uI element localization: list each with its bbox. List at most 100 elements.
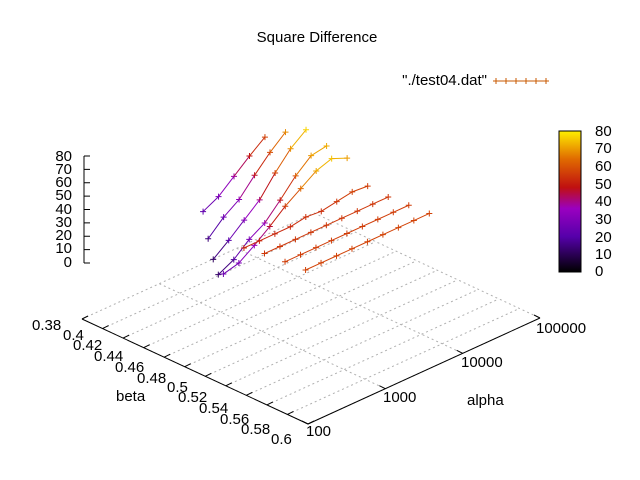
series-line xyxy=(215,142,330,278)
grid-line xyxy=(236,247,463,354)
series-segment xyxy=(346,225,363,234)
alpha-axis-line xyxy=(307,317,541,425)
series-segment xyxy=(367,234,384,243)
data-point xyxy=(261,250,268,257)
series-segment xyxy=(372,196,389,205)
beta-tick-label: 0.5 xyxy=(167,379,188,396)
series-segment xyxy=(320,255,337,264)
grid-line xyxy=(184,260,417,368)
series-segment xyxy=(228,219,245,241)
series-line xyxy=(240,183,371,251)
series-segment xyxy=(269,205,286,227)
data-point xyxy=(236,196,243,203)
beta-tick xyxy=(246,391,253,396)
series-segment xyxy=(336,191,353,203)
z-tick-labels: 80 70 60 50 40 30 20 10 0 xyxy=(55,148,72,271)
data-point xyxy=(267,149,274,156)
series-segment xyxy=(284,188,302,207)
alpha-tick-label: 100000 xyxy=(536,320,586,337)
series-segment xyxy=(279,238,296,247)
alpha-tick-labels: 100 1000 10000 100000 xyxy=(306,320,586,440)
colorbox-tick-label: 50 xyxy=(595,176,612,193)
beta-tick-label: 0.38 xyxy=(32,317,61,334)
data-point xyxy=(379,231,386,238)
beta-axis-line xyxy=(81,318,309,425)
data-point xyxy=(251,172,258,179)
colorbox-tick-label: 80 xyxy=(595,123,612,140)
beta-tick-label: 0.46 xyxy=(115,359,144,376)
series-line xyxy=(220,155,351,278)
legend-sample xyxy=(493,78,549,84)
series-segment xyxy=(295,231,312,240)
data-point xyxy=(344,155,351,162)
beta-tick xyxy=(184,363,191,368)
beta-tick xyxy=(81,315,89,320)
data-point xyxy=(338,215,345,222)
grid-line xyxy=(313,212,541,319)
series-segment xyxy=(243,199,261,221)
data-point xyxy=(303,126,310,133)
alpha-axis-label: alpha xyxy=(467,392,504,409)
grid-line xyxy=(163,250,397,358)
data-point xyxy=(266,223,273,230)
data-point xyxy=(426,210,433,217)
colorbox-tick-label: 70 xyxy=(595,140,612,157)
series-segment xyxy=(398,220,415,229)
data-point xyxy=(282,258,289,265)
series-segment xyxy=(284,254,301,263)
data-point xyxy=(240,244,247,251)
series-segment xyxy=(315,240,332,249)
beta-tick-label: 0.6 xyxy=(271,431,292,448)
beta-tick-label: 0.4 xyxy=(63,327,84,344)
series-segment xyxy=(310,145,327,157)
alpha-tick xyxy=(379,385,386,390)
alpha-tick-label: 1000 xyxy=(383,389,416,406)
data-point xyxy=(277,197,284,204)
z-tick-label: 80 xyxy=(55,148,72,165)
grid-line xyxy=(225,279,459,387)
series-segment xyxy=(336,248,353,257)
axes xyxy=(81,155,541,425)
beta-tick xyxy=(163,353,171,358)
series-segment xyxy=(238,175,255,200)
series-segment xyxy=(279,175,297,201)
data-point xyxy=(292,172,299,179)
colorbox: 80 70 60 50 40 30 20 10 0 xyxy=(558,123,612,280)
series-segment xyxy=(305,210,322,218)
series-segment xyxy=(233,239,250,260)
colorbox-tick-label: 0 xyxy=(595,263,603,280)
series-segment xyxy=(377,211,394,220)
series-segment xyxy=(351,241,368,250)
grid-line xyxy=(159,283,386,390)
data-point xyxy=(333,252,340,259)
series-segment xyxy=(248,222,266,240)
series-segment xyxy=(300,170,317,189)
series-segment xyxy=(274,148,291,174)
series-segment xyxy=(331,233,348,242)
data-point xyxy=(225,237,232,244)
beta-tick xyxy=(266,401,274,406)
series-segment xyxy=(238,245,255,264)
beta-tick-label: 0.58 xyxy=(241,421,270,438)
z-tick-label: 30 xyxy=(55,214,72,231)
beta-tick-label: 0.54 xyxy=(199,400,228,417)
data-point xyxy=(282,129,289,136)
grid-line xyxy=(122,231,356,339)
beta-tick-label: 0.52 xyxy=(178,389,207,406)
beta-axis-label: beta xyxy=(116,388,146,405)
series-segment xyxy=(243,240,260,249)
beta-tick xyxy=(143,344,150,349)
z-tick-label: 20 xyxy=(55,227,72,244)
data-point xyxy=(231,173,238,180)
data-point xyxy=(220,214,227,221)
data-point xyxy=(230,256,237,263)
beta-tick-label: 0.56 xyxy=(220,411,249,428)
alpha-tick-label: 10000 xyxy=(461,354,503,371)
data-point xyxy=(405,202,412,209)
data-point xyxy=(287,223,294,230)
z-tick-label: 70 xyxy=(55,161,72,178)
z-tick-label: 10 xyxy=(55,240,72,257)
series-segment xyxy=(212,240,230,260)
data-point xyxy=(328,237,335,244)
data-point xyxy=(354,208,361,215)
